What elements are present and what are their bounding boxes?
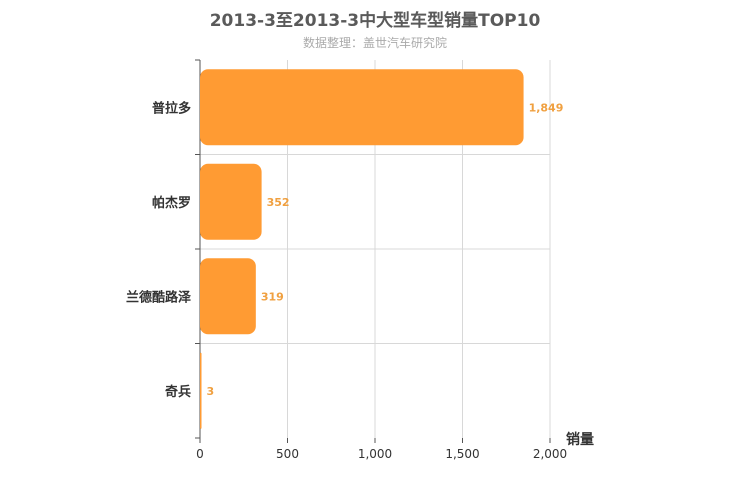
x-tick-label: 1,000 bbox=[358, 447, 392, 461]
category-label: 奇兵 bbox=[165, 384, 191, 400]
bar bbox=[200, 163, 262, 240]
bar bbox=[200, 352, 202, 429]
category-label: 普拉多 bbox=[152, 100, 191, 116]
x-axis-title: 销量 bbox=[566, 431, 594, 448]
bar bbox=[200, 258, 256, 335]
chart-title: 2013-3至2013-3中大型车型销量TOP10 bbox=[209, 11, 541, 31]
data-label: 3 bbox=[207, 385, 215, 398]
chart-subtitle: 数据整理：盖世汽车研究院 bbox=[302, 36, 447, 50]
x-tick-label: 0 bbox=[196, 447, 204, 461]
category-label: 帕杰罗 bbox=[152, 195, 191, 211]
x-tick-label: 500 bbox=[276, 447, 299, 461]
x-tick-label: 2,000 bbox=[533, 447, 567, 461]
category-label: 兰德酷路泽 bbox=[126, 289, 192, 305]
data-label: 352 bbox=[267, 196, 290, 209]
x-tick-label: 1,500 bbox=[445, 447, 479, 461]
bar bbox=[200, 69, 524, 146]
data-label: 1,849 bbox=[529, 101, 564, 114]
data-label: 319 bbox=[261, 290, 284, 303]
